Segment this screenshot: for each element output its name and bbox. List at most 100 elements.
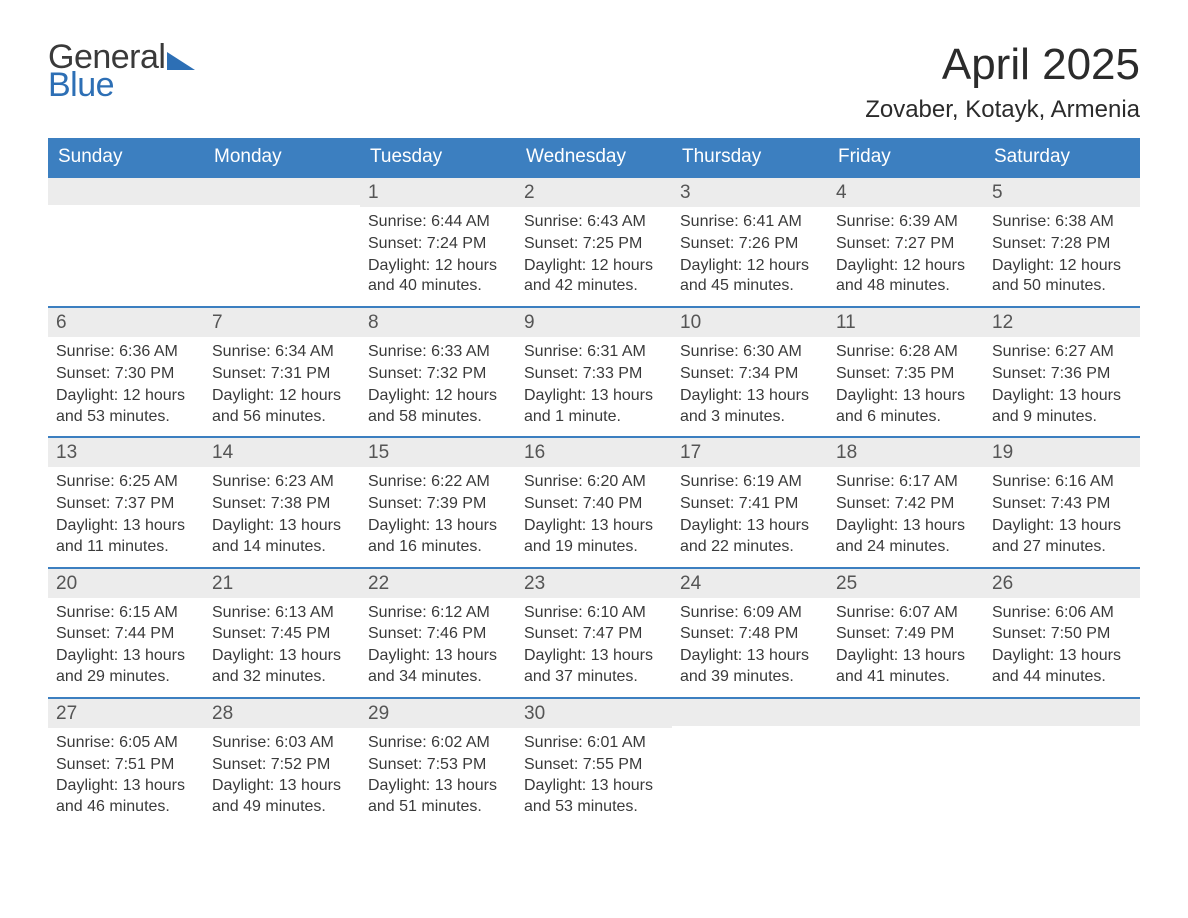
day-number bbox=[204, 178, 360, 205]
sunrise-text: Sunrise: 6:02 AM bbox=[368, 733, 508, 754]
day-cell: 15Sunrise: 6:22 AMSunset: 7:39 PMDayligh… bbox=[360, 438, 516, 566]
day-number bbox=[828, 699, 984, 726]
sunset-text: Sunset: 7:37 PM bbox=[56, 494, 196, 515]
day-body: Sunrise: 6:41 AMSunset: 7:26 PMDaylight:… bbox=[672, 207, 828, 306]
sunset-text: Sunset: 7:43 PM bbox=[992, 494, 1132, 515]
logo-text-bottom: Blue bbox=[48, 68, 199, 102]
day-number bbox=[48, 178, 204, 205]
daylight-text: Daylight: 13 hours and 44 minutes. bbox=[992, 646, 1132, 688]
daylight-text: Daylight: 13 hours and 37 minutes. bbox=[524, 646, 664, 688]
day-cell bbox=[204, 178, 360, 306]
day-header-cell: Monday bbox=[204, 138, 360, 176]
day-cell: 14Sunrise: 6:23 AMSunset: 7:38 PMDayligh… bbox=[204, 438, 360, 566]
day-body: Sunrise: 6:01 AMSunset: 7:55 PMDaylight:… bbox=[516, 728, 672, 827]
day-cell: 30Sunrise: 6:01 AMSunset: 7:55 PMDayligh… bbox=[516, 699, 672, 827]
day-number: 17 bbox=[672, 438, 828, 467]
sunset-text: Sunset: 7:53 PM bbox=[368, 755, 508, 776]
day-number: 21 bbox=[204, 569, 360, 598]
day-number: 16 bbox=[516, 438, 672, 467]
day-cell: 7Sunrise: 6:34 AMSunset: 7:31 PMDaylight… bbox=[204, 308, 360, 436]
sunset-text: Sunset: 7:26 PM bbox=[680, 234, 820, 255]
day-header-cell: Sunday bbox=[48, 138, 204, 176]
day-number: 14 bbox=[204, 438, 360, 467]
sunset-text: Sunset: 7:30 PM bbox=[56, 364, 196, 385]
sunset-text: Sunset: 7:28 PM bbox=[992, 234, 1132, 255]
day-number: 25 bbox=[828, 569, 984, 598]
daylight-text: Daylight: 12 hours and 50 minutes. bbox=[992, 256, 1132, 298]
sunrise-text: Sunrise: 6:13 AM bbox=[212, 603, 352, 624]
daylight-text: Daylight: 13 hours and 1 minute. bbox=[524, 386, 664, 428]
day-cell: 11Sunrise: 6:28 AMSunset: 7:35 PMDayligh… bbox=[828, 308, 984, 436]
day-cell: 6Sunrise: 6:36 AMSunset: 7:30 PMDaylight… bbox=[48, 308, 204, 436]
daylight-text: Daylight: 13 hours and 39 minutes. bbox=[680, 646, 820, 688]
sunset-text: Sunset: 7:50 PM bbox=[992, 624, 1132, 645]
day-body: Sunrise: 6:20 AMSunset: 7:40 PMDaylight:… bbox=[516, 467, 672, 566]
day-header-cell: Saturday bbox=[984, 138, 1140, 176]
day-body: Sunrise: 6:12 AMSunset: 7:46 PMDaylight:… bbox=[360, 598, 516, 697]
day-number: 10 bbox=[672, 308, 828, 337]
logo: General Blue bbox=[48, 40, 199, 102]
daylight-text: Daylight: 12 hours and 53 minutes. bbox=[56, 386, 196, 428]
day-cell: 24Sunrise: 6:09 AMSunset: 7:48 PMDayligh… bbox=[672, 569, 828, 697]
day-body: Sunrise: 6:33 AMSunset: 7:32 PMDaylight:… bbox=[360, 337, 516, 436]
day-body: Sunrise: 6:16 AMSunset: 7:43 PMDaylight:… bbox=[984, 467, 1140, 566]
sunrise-text: Sunrise: 6:23 AM bbox=[212, 472, 352, 493]
daylight-text: Daylight: 12 hours and 40 minutes. bbox=[368, 256, 508, 298]
sunrise-text: Sunrise: 6:39 AM bbox=[836, 212, 976, 233]
day-number: 12 bbox=[984, 308, 1140, 337]
sunset-text: Sunset: 7:47 PM bbox=[524, 624, 664, 645]
daylight-text: Daylight: 13 hours and 22 minutes. bbox=[680, 516, 820, 558]
day-cell: 18Sunrise: 6:17 AMSunset: 7:42 PMDayligh… bbox=[828, 438, 984, 566]
sunrise-text: Sunrise: 6:19 AM bbox=[680, 472, 820, 493]
day-number: 1 bbox=[360, 178, 516, 207]
daylight-text: Daylight: 12 hours and 45 minutes. bbox=[680, 256, 820, 298]
day-number: 27 bbox=[48, 699, 204, 728]
sunrise-text: Sunrise: 6:41 AM bbox=[680, 212, 820, 233]
day-number: 2 bbox=[516, 178, 672, 207]
day-cell bbox=[672, 699, 828, 827]
sunrise-text: Sunrise: 6:03 AM bbox=[212, 733, 352, 754]
day-number: 7 bbox=[204, 308, 360, 337]
sunrise-text: Sunrise: 6:20 AM bbox=[524, 472, 664, 493]
day-body: Sunrise: 6:23 AMSunset: 7:38 PMDaylight:… bbox=[204, 467, 360, 566]
day-number: 23 bbox=[516, 569, 672, 598]
day-cell: 26Sunrise: 6:06 AMSunset: 7:50 PMDayligh… bbox=[984, 569, 1140, 697]
day-header-cell: Tuesday bbox=[360, 138, 516, 176]
day-cell: 13Sunrise: 6:25 AMSunset: 7:37 PMDayligh… bbox=[48, 438, 204, 566]
day-header-row: SundayMondayTuesdayWednesdayThursdayFrid… bbox=[48, 138, 1140, 176]
day-cell: 21Sunrise: 6:13 AMSunset: 7:45 PMDayligh… bbox=[204, 569, 360, 697]
day-cell: 29Sunrise: 6:02 AMSunset: 7:53 PMDayligh… bbox=[360, 699, 516, 827]
sunset-text: Sunset: 7:25 PM bbox=[524, 234, 664, 255]
daylight-text: Daylight: 13 hours and 27 minutes. bbox=[992, 516, 1132, 558]
day-number: 13 bbox=[48, 438, 204, 467]
sunset-text: Sunset: 7:51 PM bbox=[56, 755, 196, 776]
sunrise-text: Sunrise: 6:34 AM bbox=[212, 342, 352, 363]
sunrise-text: Sunrise: 6:33 AM bbox=[368, 342, 508, 363]
day-number: 3 bbox=[672, 178, 828, 207]
sunset-text: Sunset: 7:49 PM bbox=[836, 624, 976, 645]
daylight-text: Daylight: 13 hours and 34 minutes. bbox=[368, 646, 508, 688]
sunset-text: Sunset: 7:45 PM bbox=[212, 624, 352, 645]
sunrise-text: Sunrise: 6:06 AM bbox=[992, 603, 1132, 624]
daylight-text: Daylight: 13 hours and 29 minutes. bbox=[56, 646, 196, 688]
sunrise-text: Sunrise: 6:25 AM bbox=[56, 472, 196, 493]
day-number bbox=[984, 699, 1140, 726]
sunset-text: Sunset: 7:24 PM bbox=[368, 234, 508, 255]
day-cell: 19Sunrise: 6:16 AMSunset: 7:43 PMDayligh… bbox=[984, 438, 1140, 566]
day-body: Sunrise: 6:10 AMSunset: 7:47 PMDaylight:… bbox=[516, 598, 672, 697]
sunrise-text: Sunrise: 6:43 AM bbox=[524, 212, 664, 233]
daylight-text: Daylight: 12 hours and 42 minutes. bbox=[524, 256, 664, 298]
sunset-text: Sunset: 7:48 PM bbox=[680, 624, 820, 645]
daylight-text: Daylight: 13 hours and 51 minutes. bbox=[368, 776, 508, 818]
day-number: 4 bbox=[828, 178, 984, 207]
day-header-cell: Thursday bbox=[672, 138, 828, 176]
day-cell bbox=[984, 699, 1140, 827]
sunrise-text: Sunrise: 6:36 AM bbox=[56, 342, 196, 363]
day-body: Sunrise: 6:13 AMSunset: 7:45 PMDaylight:… bbox=[204, 598, 360, 697]
day-number: 24 bbox=[672, 569, 828, 598]
day-body bbox=[984, 726, 1140, 739]
day-cell: 17Sunrise: 6:19 AMSunset: 7:41 PMDayligh… bbox=[672, 438, 828, 566]
sunrise-text: Sunrise: 6:07 AM bbox=[836, 603, 976, 624]
sunrise-text: Sunrise: 6:16 AM bbox=[992, 472, 1132, 493]
sunrise-text: Sunrise: 6:27 AM bbox=[992, 342, 1132, 363]
